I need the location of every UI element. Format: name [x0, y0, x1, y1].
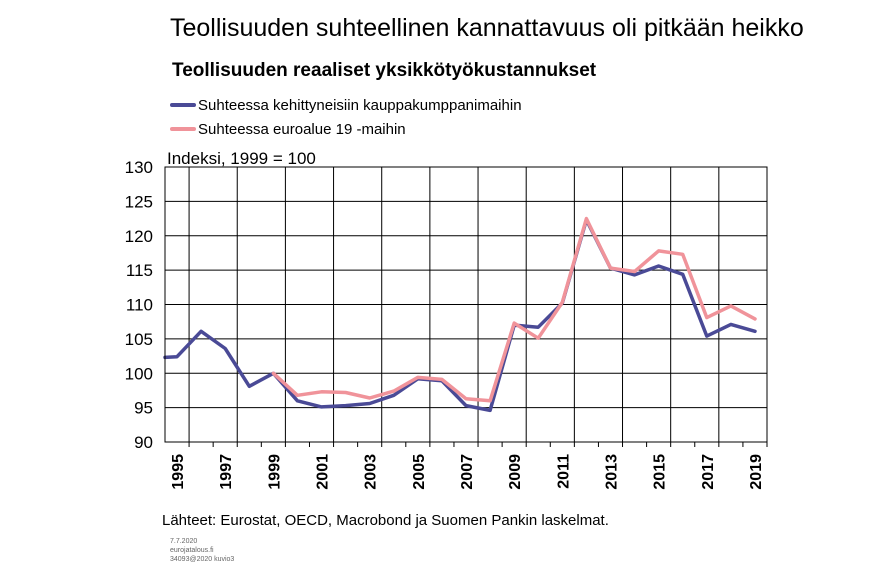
- x-tick-label: 2001: [315, 454, 332, 490]
- series-line-1: [163, 218, 757, 413]
- legend-item-series-1: Suhteessa kehittyneisiin kauppakumppanim…: [170, 93, 522, 117]
- y-tick-label: 115: [126, 261, 153, 280]
- plot-frame: [164, 166, 768, 443]
- series-line-2: [271, 216, 757, 403]
- legend-label-series-1: Suhteessa kehittyneisiin kauppakumppanim…: [198, 96, 522, 114]
- legend: Suhteessa kehittyneisiin kauppakumppanim…: [170, 93, 522, 141]
- grid: [165, 166, 768, 443]
- chart-main-title: Teollisuuden suhteellinen kannattavuus o…: [170, 14, 804, 42]
- y-tick-label: 125: [125, 192, 153, 211]
- x-tick-label: 1997: [218, 454, 235, 490]
- y-tick-label: 120: [125, 227, 153, 246]
- y-tick-label: 110: [126, 296, 153, 315]
- legend-swatch-series-2: [170, 127, 196, 131]
- meta-code: 34093@2020 kuvio3: [170, 556, 235, 563]
- x-tick-label: 2009: [507, 454, 524, 490]
- meta-date: 7.7.2020: [170, 538, 198, 545]
- y-tick-label: 100: [125, 364, 153, 383]
- chart-subtitle: Teollisuuden reaaliset yksikkötyökustann…: [172, 60, 597, 81]
- x-tick-label: 2017: [700, 454, 717, 490]
- meta-site: eurojatalous.fi: [170, 547, 214, 554]
- y-tick-label: 90: [134, 433, 153, 452]
- y-tick-label: 105: [125, 330, 153, 349]
- publication-meta: 7.7.2020 eurojatalous.fi 34093@2020 kuvi…: [170, 537, 234, 564]
- x-tick-label: 2013: [603, 454, 620, 490]
- x-tick-label: 1995: [170, 454, 187, 490]
- source-note: Lähteet: Eurostat, OECD, Macrobond ja Su…: [162, 512, 609, 529]
- x-tick-label: 2019: [748, 454, 765, 490]
- y-axis-label: Indeksi, 1999 = 100: [167, 149, 316, 168]
- series-lines: [163, 216, 757, 413]
- x-tick-label: 2011: [555, 454, 572, 489]
- legend-swatch-series-1: [170, 103, 196, 107]
- y-tick-label: 95: [134, 399, 153, 418]
- x-tick-label: 1999: [266, 454, 283, 490]
- y-tick-label: 130: [125, 158, 153, 177]
- legend-item-series-2: Suhteessa euroalue 19 -maihin: [170, 117, 522, 141]
- x-tick-label: 2007: [459, 454, 476, 490]
- x-tick-label: 2003: [363, 454, 380, 490]
- x-tick-label: 2005: [411, 454, 428, 490]
- legend-label-series-2: Suhteessa euroalue 19 -maihin: [198, 120, 406, 138]
- x-tick-label: 2015: [652, 454, 669, 490]
- axes: 90 95 100 105 110 115 120 125 130 1995 1997 1999 200…: [125, 158, 768, 490]
